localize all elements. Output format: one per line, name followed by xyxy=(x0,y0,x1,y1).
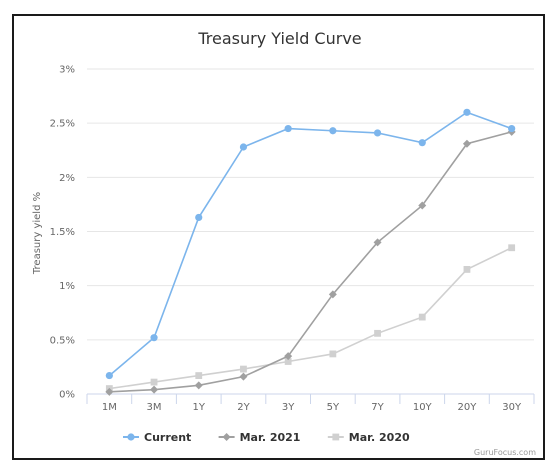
data-point[interactable] xyxy=(462,139,471,148)
chart-title: Treasury Yield Curve xyxy=(197,29,361,48)
legend-marker[interactable] xyxy=(332,433,340,441)
legend-marker[interactable] xyxy=(222,433,231,441)
credit-text: GuruFocus.com xyxy=(474,448,536,457)
legend-item[interactable]: Mar. 2021 xyxy=(218,431,301,444)
chart-frame: Treasury Yield Curve 0% 0.5% 1% 1.5% 2% 2.5% 3… xyxy=(12,14,545,460)
series-mar-2021 xyxy=(105,127,516,396)
data-point[interactable] xyxy=(105,371,113,380)
y-tick-label: 0.5% xyxy=(50,335,75,346)
data-point[interactable] xyxy=(150,385,159,394)
x-tick-label: 5Y xyxy=(327,402,340,413)
x-tick-label: 1Y xyxy=(193,402,206,413)
data-point[interactable] xyxy=(284,352,293,361)
legend-item[interactable]: Mar. 2020 xyxy=(327,431,410,444)
y-tick-label: 1% xyxy=(59,281,75,292)
series-layer xyxy=(105,108,516,396)
data-point[interactable] xyxy=(373,238,382,247)
y-tick-label: 1.5% xyxy=(50,227,75,238)
series-current xyxy=(105,108,516,380)
y-axis-ticks: 0% 0.5% 1% 1.5% 2% 2.5% 3% xyxy=(50,65,75,401)
x-tick-label: 2Y xyxy=(237,402,250,413)
data-point[interactable] xyxy=(508,244,516,252)
legend-label: Current xyxy=(144,431,191,444)
x-tick-label: 30Y xyxy=(502,402,522,413)
data-point[interactable] xyxy=(150,334,158,342)
data-point[interactable] xyxy=(329,350,337,358)
data-point[interactable] xyxy=(329,127,337,135)
data-point[interactable] xyxy=(150,378,158,386)
x-axis: 1M 3M 1Y 2Y 3Y 5Y 7Y 10Y 20Y 30Y xyxy=(86,393,535,413)
data-point[interactable] xyxy=(418,313,426,321)
y-tick-label: 2.5% xyxy=(50,119,75,130)
y-tick-label: 3% xyxy=(59,65,75,76)
x-tick-label: 1M xyxy=(102,402,117,413)
y-tick-label: 0% xyxy=(59,390,75,401)
series-line xyxy=(109,247,512,390)
data-point[interactable] xyxy=(373,129,382,137)
data-point[interactable] xyxy=(418,201,427,210)
data-point[interactable] xyxy=(463,108,471,116)
x-tick-label: 7Y xyxy=(371,402,384,413)
data-point[interactable] xyxy=(374,329,381,337)
data-point[interactable] xyxy=(463,266,471,273)
data-point[interactable] xyxy=(195,213,203,222)
data-point[interactable] xyxy=(195,372,203,379)
y-axis-label: Treasury yield % xyxy=(32,192,43,275)
legend-item[interactable]: Current xyxy=(123,431,191,444)
data-point[interactable] xyxy=(418,139,426,147)
series-mar-2020 xyxy=(105,244,516,392)
treasury-yield-chart: Treasury Yield Curve 0% 0.5% 1% 1.5% 2% 2.5% 3… xyxy=(32,29,536,457)
legend[interactable]: Current Mar. 2021 Mar. 2020 xyxy=(123,431,410,444)
x-tick-label: 10Y xyxy=(413,402,433,413)
grid-lines xyxy=(87,68,534,341)
data-point[interactable] xyxy=(239,372,248,381)
x-tick-label: 20Y xyxy=(458,402,478,413)
data-point[interactable] xyxy=(239,143,248,151)
legend-label: Mar. 2021 xyxy=(240,431,301,444)
data-point[interactable] xyxy=(284,124,292,133)
data-point[interactable] xyxy=(328,290,337,299)
series-line xyxy=(108,111,512,377)
data-point[interactable] xyxy=(194,381,203,390)
x-tick-label: 3Y xyxy=(282,402,295,413)
data-point[interactable] xyxy=(240,365,247,373)
data-point[interactable] xyxy=(508,124,516,133)
data-point[interactable] xyxy=(284,358,292,365)
y-tick-label: 2% xyxy=(59,173,75,184)
legend-label: Mar. 2020 xyxy=(349,431,410,444)
series-line xyxy=(109,131,512,393)
x-tick-label: 3M xyxy=(147,402,162,413)
legend-marker[interactable] xyxy=(127,433,135,441)
data-point[interactable] xyxy=(105,387,114,396)
